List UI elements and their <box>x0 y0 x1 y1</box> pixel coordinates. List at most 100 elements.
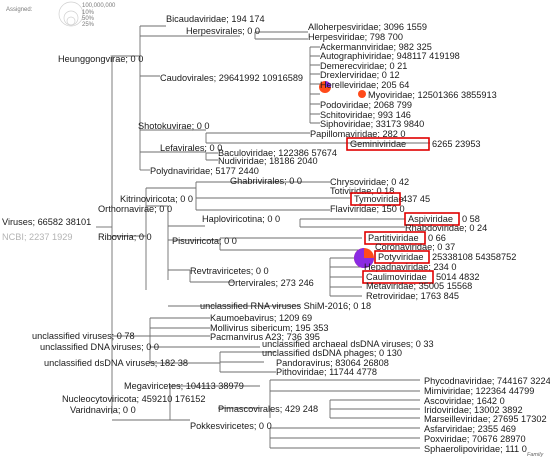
leaf-rhabdoviridae[interactable]: Rhabdoviridae; 0 24 <box>405 223 487 233</box>
leaf-mollivirus[interactable]: Mollivirus sibericum; 195 353 <box>210 323 328 333</box>
leaf-potyviridae[interactable]: Potyviridae <box>378 252 423 262</box>
node-ortervirales[interactable]: Ortervirales; 273 246 <box>228 278 314 288</box>
leaf-herelleviridae[interactable]: Herelleviridae; 205 64 <box>320 80 409 90</box>
leaf-poxviridae[interactable]: Poxviridae; 70676 28970 <box>424 434 526 444</box>
leaf-pacmanvirus[interactable]: Pacmanvirus A23; 736 395 <box>210 332 320 342</box>
edge-haplo-leaves <box>300 218 405 228</box>
edge-mega-leaves <box>270 379 420 392</box>
abundance-bubbles <box>319 81 374 268</box>
leaf-ackermannviridae[interactable]: Ackermannviridae; 982 325 <box>320 42 432 52</box>
leaf-partitiviridae-values: 0 66 <box>428 233 446 243</box>
leaf-siphoviridae[interactable]: Siphoviridae; 33173 9840 <box>320 119 424 129</box>
myoviridae-bubble[interactable] <box>358 90 366 98</box>
node-nucleocytoviricota[interactable]: Nucleocytoviricota; 459210 176152 <box>62 394 206 404</box>
leaf-alloherpesviridae[interactable]: Alloherpesviridae; 3096 1559 <box>308 22 427 32</box>
leaf-coronaviridae[interactable]: Coronaviridae; 0 37 <box>375 242 455 252</box>
leaf-pandoravirus[interactable]: Pandoravirus; 83064 26808 <box>276 358 389 368</box>
legend-circle-min <box>66 16 76 26</box>
leaf-geminiviridae[interactable]: Geminiviridae <box>350 139 406 149</box>
node-riboviria[interactable]: Riboviria; 0 0 <box>98 232 152 242</box>
edge-kitrino-leaves <box>196 181 350 211</box>
node-pimascovirales[interactable]: Pimascovirales; 429 248 <box>218 404 318 414</box>
node-heunggongvirae[interactable]: Heunggongvirae; 0 0 <box>58 54 143 64</box>
leaf-asfarviridae[interactable]: Asfarviridae; 2355 469 <box>424 424 516 434</box>
tree-edges <box>96 25 430 449</box>
leaf-retroviridae[interactable]: Retroviridae; 1763 845 <box>366 291 459 301</box>
leaf-iridoviridae[interactable]: Iridoviridae; 13002 3892 <box>424 405 523 415</box>
leaf-partitiviridae[interactable]: Partitiviridae <box>368 233 419 243</box>
leaf-phycodnaviridae[interactable]: Phycodnaviridae; 744167 322402 <box>424 376 550 386</box>
node-unclassified-dsdna[interactable]: unclassified dsDNA viruses; 182 38 <box>44 358 188 368</box>
leaf-pithoviridae[interactable]: Pithoviridae; 11744 4778 <box>276 367 377 377</box>
leaf-herpesviridae[interactable]: Herpesviridae; 798 700 <box>308 32 403 42</box>
leaf-aspiviridae-values: 0 58 <box>462 214 480 224</box>
leaf-podoviridae[interactable]: Podoviridae; 2068 799 <box>320 100 412 110</box>
leaf-drexlerviridae[interactable]: Drexlerviridae; 0 12 <box>320 70 400 80</box>
legend-circle-mid <box>63 10 79 26</box>
legend-max-label: 100,000,000 <box>82 3 116 9</box>
rank-label: Family <box>527 452 544 458</box>
node-ncbi[interactable]: NCBI; 2237 1929 <box>2 232 73 242</box>
node-pokkesviricetes[interactable]: Pokkesviricetes; 0 0 <box>190 421 272 431</box>
node-varidnaviria[interactable]: Varidnaviria; 0 0 <box>70 405 136 415</box>
leaf-demerecviridae[interactable]: Demerecviridae; 0 21 <box>320 61 407 71</box>
caudovirales-bubble-assigned <box>325 81 331 87</box>
node-lefavirales[interactable]: Lefavirales; 0 0 <box>160 143 222 153</box>
leaf-flaviviridae[interactable]: Flaviviridae; 150 0 <box>330 204 405 214</box>
tree-labels: Viruses; 66582 38101 NCBI; 2237 1929 Rib… <box>2 14 550 454</box>
tymoviridae-highlight <box>350 192 401 206</box>
node-revtraviricetes[interactable]: Revtraviricetes; 0 0 <box>190 266 269 276</box>
leaf-unclassified-archaeal-dsdna[interactable]: unclassified archaeal dsDNA viruses; 0 3… <box>262 339 434 349</box>
node-haploviricotina[interactable]: Haploviricotina; 0 0 <box>202 214 280 224</box>
node-herpesvirales[interactable]: Herpesvirales; 0 0 <box>186 26 260 36</box>
leaf-chrysoviridae[interactable]: Chrysoviridae; 0 42 <box>330 177 409 187</box>
edge-pokkes-leaves <box>270 427 420 449</box>
potyviridae-bubble-assigned <box>354 248 374 268</box>
leaf-ascoviridae[interactable]: Ascoviridae; 1642 0 <box>424 396 505 406</box>
legend-circle-max <box>58 1 84 27</box>
node-kitrinoviricota[interactable]: Kitrinoviricota; 0 0 <box>120 194 193 204</box>
leaf-hepadnaviridae[interactable]: Hepadnaviridae; 234 0 <box>364 262 456 272</box>
leaf-schitoviridae[interactable]: Schitoviridae; 993 146 <box>320 110 411 120</box>
edge-dsdna-leaves <box>220 351 276 373</box>
leaf-aspiviridae[interactable]: Aspiviridae <box>408 214 453 224</box>
leaf-mimiviridae[interactable]: Mimiviridae; 122364 44799 <box>424 386 534 396</box>
node-unclassified-viruses[interactable]: unclassified viruses; 0 78 <box>32 331 135 341</box>
leaf-totiviridae[interactable]: Totiviridae; 0 18 <box>330 186 394 196</box>
leaf-sphaerolipoviridae[interactable]: Sphaerolipoviridae; 111 0 <box>424 444 527 454</box>
edge-lefa-leaves <box>206 152 218 161</box>
node-polydnaviridae[interactable]: Polydnaviridae; 5177 2440 <box>150 166 259 176</box>
geminiviridae-highlight <box>346 137 430 151</box>
node-bicaudaviridae[interactable]: Bicaudaviridae; 194 174 <box>166 14 265 24</box>
leaf-marseilleviridae[interactable]: Marseilleviridae; 27695 17302 <box>424 414 547 424</box>
assigned-legend: Assigned: 100,000,000 10% 50% 25% <box>6 1 116 28</box>
node-caudovirales[interactable]: Caudovirales; 29641992 10916589 <box>160 73 303 83</box>
leaf-papillomaviridae[interactable]: Papillomaviridae; 282 0 <box>310 129 406 139</box>
leaf-myoviridae[interactable]: Myoviridae; 12501366 3855913 <box>368 90 497 100</box>
leaf-autographiviridae[interactable]: Autographiviridae; 948117 419198 <box>320 51 460 61</box>
node-unclassified-rna[interactable]: unclassified RNA viruses ShiM-2016; 0 18 <box>200 301 371 311</box>
leaf-nudiviridae[interactable]: Nudiviridae; 18186 2040 <box>218 156 318 166</box>
leaf-caulimoviridae[interactable]: Caulimoviridae <box>366 272 427 282</box>
node-orthornavirae[interactable]: Orthornavirae; 0 0 <box>98 204 172 214</box>
node-unclassified-dna[interactable]: unclassified DNA viruses; 0 0 <box>40 342 159 352</box>
legend-pct-1: 10% <box>82 10 95 16</box>
partitiviridae-highlight <box>364 231 426 245</box>
node-viruses[interactable]: Viruses; 66582 38101 <box>2 217 91 227</box>
leaf-kaumoebavirus[interactable]: Kaumoebavirus; 1209 69 <box>210 313 312 323</box>
leaf-unclassified-dsdna-phages[interactable]: unclassified dsDNA phages; 0 130 <box>262 348 402 358</box>
leaf-tymoviridae[interactable]: Tymoviridae <box>354 194 404 204</box>
potyviridae-highlight <box>374 250 430 264</box>
node-ghabrivirales[interactable]: Ghabrivirales; 0 0 <box>230 176 302 186</box>
leaf-potyviridae-values: 25338108 54358752 <box>432 252 516 262</box>
caulimoviridae-highlight <box>362 270 434 284</box>
leaf-metaviridae[interactable]: Metaviridae; 35005 15568 <box>366 281 472 291</box>
legend-title: Assigned: <box>6 7 33 13</box>
node-megaviricetes[interactable]: Megaviricetes; 104113 38979 <box>124 381 244 391</box>
leaf-baculoviridae[interactable]: Baculoviridae; 122386 57674 <box>218 148 337 158</box>
node-shotokuvirae[interactable]: Shotokuvirae; 0 0 <box>138 121 210 131</box>
node-pisuviricota[interactable]: Pisuviricota; 0 0 <box>172 236 237 246</box>
edge-shotoku-leaves <box>206 132 430 144</box>
